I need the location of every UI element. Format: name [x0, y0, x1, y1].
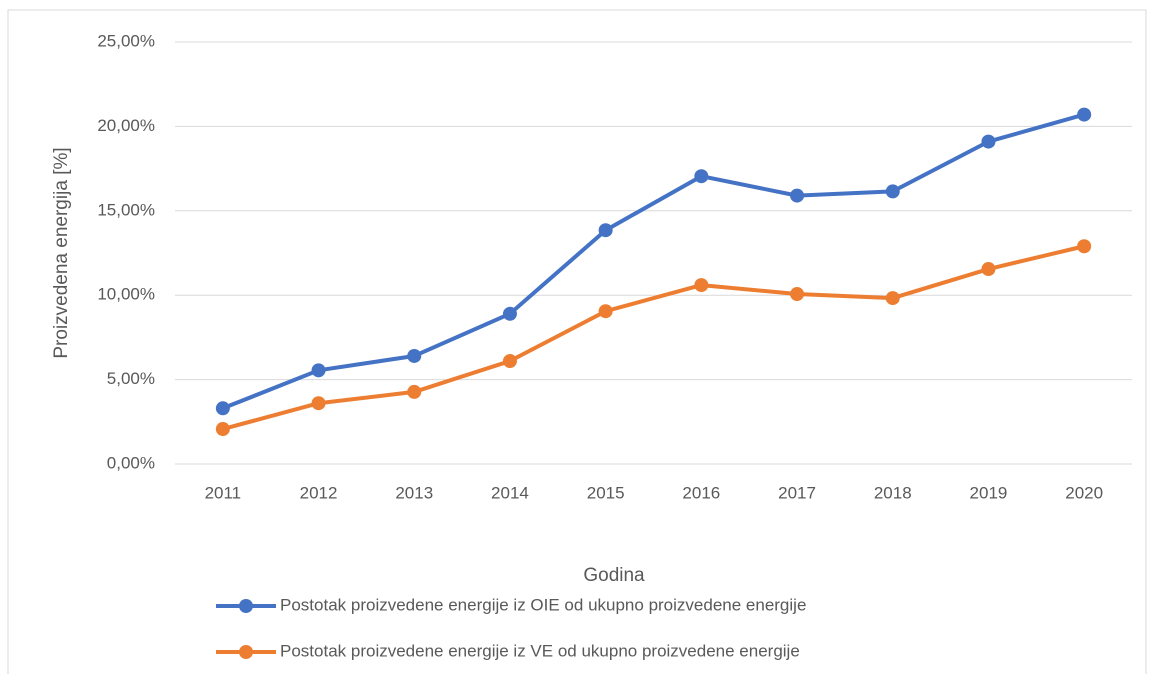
- x-tick-label: 2019: [970, 483, 1008, 502]
- data-point: [981, 134, 996, 149]
- legend-marker: [239, 599, 253, 613]
- data-point: [694, 169, 709, 184]
- x-tick-label: 2011: [205, 483, 242, 502]
- data-point: [885, 184, 900, 199]
- data-point: [694, 278, 709, 293]
- x-axis-title: Godina: [583, 565, 645, 586]
- series-line: [222, 244, 1085, 431]
- x-tick-label: 2016: [682, 483, 720, 502]
- x-tick-label: 2013: [395, 483, 433, 502]
- data-point: [885, 291, 900, 306]
- legend-marker: [239, 645, 253, 659]
- y-tick-label: 20,00%: [97, 116, 155, 135]
- chart-border: [7, 9, 1147, 674]
- y-axis-title: Proizvedena energija [%]: [51, 147, 72, 358]
- x-tick-label: 2014: [491, 483, 529, 502]
- data-point: [1077, 107, 1092, 122]
- data-point: [215, 401, 230, 416]
- data-point: [407, 348, 422, 363]
- data-point: [311, 396, 326, 411]
- data-point: [790, 188, 805, 203]
- y-tick-label: 10,00%: [97, 285, 155, 304]
- series-line: [222, 112, 1085, 411]
- data-point: [215, 422, 230, 437]
- x-tick-label: 2012: [300, 483, 338, 502]
- data-point: [790, 287, 805, 302]
- data-point: [502, 306, 517, 321]
- data-point: [502, 354, 517, 369]
- data-point: [598, 223, 613, 238]
- y-tick-label: 25,00%: [97, 31, 155, 50]
- data-point: [311, 363, 326, 378]
- x-tick-label: 2018: [874, 483, 912, 502]
- legend-label: Postotak proizvedene energije iz OIE od …: [280, 595, 806, 614]
- y-tick-label: 0,00%: [107, 453, 155, 472]
- data-point: [1077, 239, 1092, 254]
- data-point: [407, 384, 422, 399]
- x-tick-label: 2020: [1065, 483, 1103, 502]
- legend-label: Postotak proizvedene energije iz VE od u…: [280, 641, 800, 660]
- y-tick-label: 15,00%: [97, 200, 155, 219]
- y-tick-label: 5,00%: [107, 369, 155, 388]
- data-point: [598, 304, 613, 319]
- data-point: [981, 262, 996, 277]
- x-tick-label: 2015: [587, 483, 625, 502]
- x-tick-label: 2017: [778, 483, 816, 502]
